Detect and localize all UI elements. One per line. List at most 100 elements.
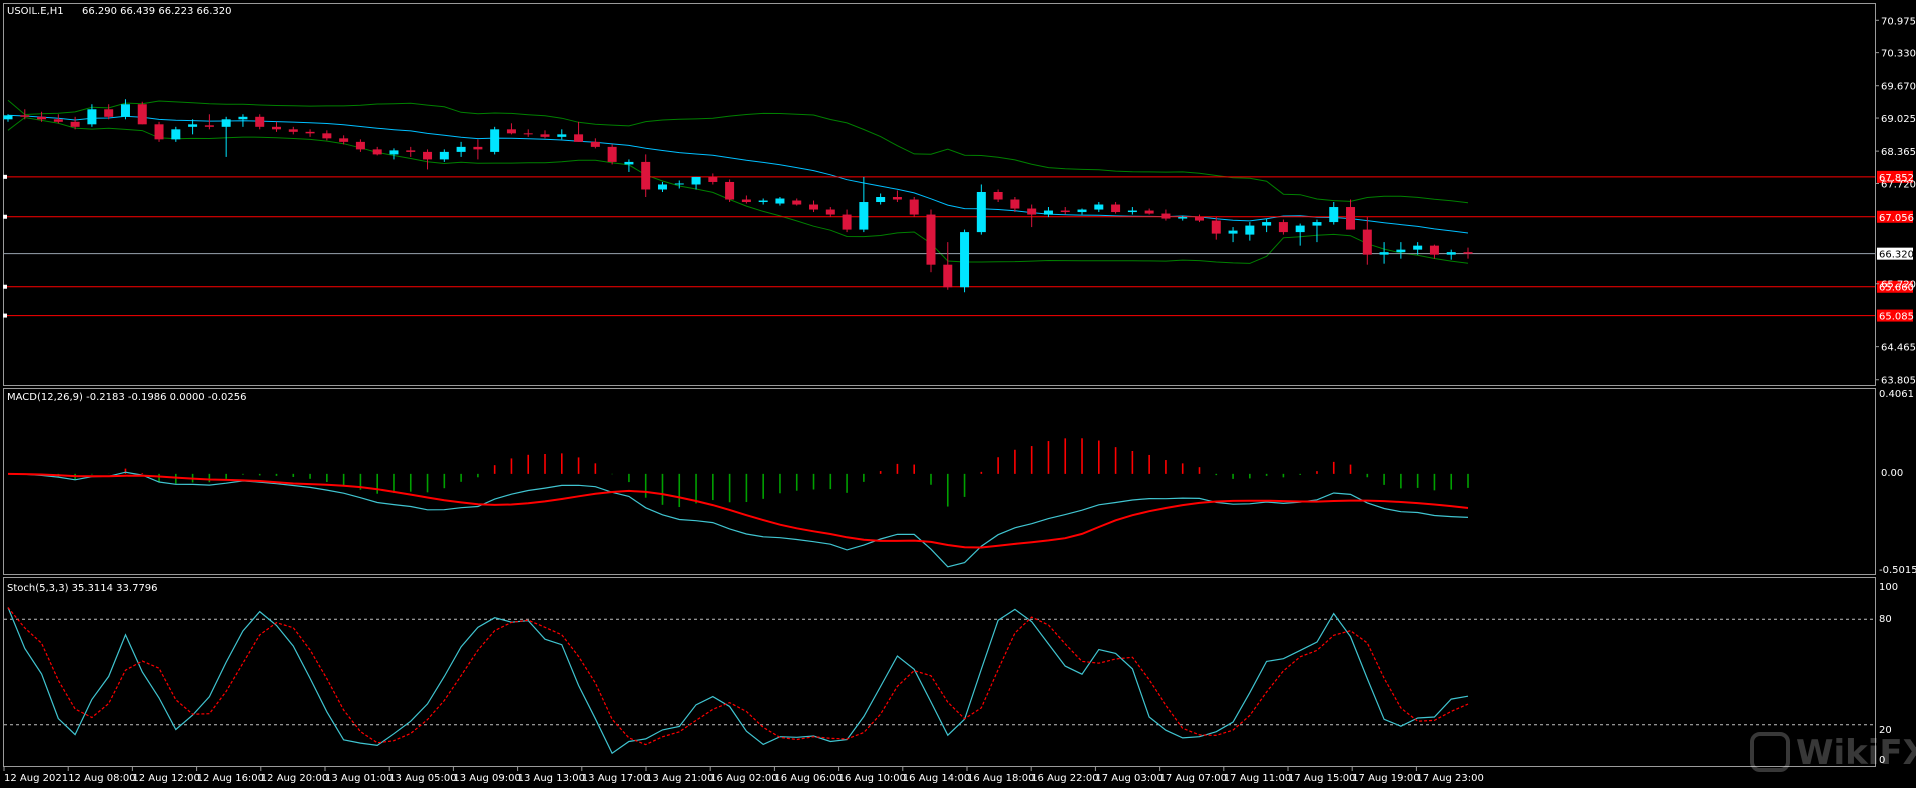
time-tick-label: 12 Aug 12:00: [132, 773, 199, 784]
candle-body: [557, 134, 567, 137]
current-price-text: 66.320: [1879, 250, 1914, 261]
candle-body: [1094, 204, 1104, 210]
price-tick-label: 70.330: [1881, 49, 1916, 60]
time-tick-label: 12 Aug 08:00: [68, 773, 135, 784]
candle-body: [288, 129, 298, 132]
candle-body: [943, 264, 953, 288]
candle-body: [355, 141, 365, 150]
candle-body: [1027, 208, 1037, 215]
price-level-tag: [1877, 280, 1913, 293]
candle-body: [221, 119, 231, 127]
moving-average-line: [7, 114, 1469, 234]
candle-body: [1111, 204, 1121, 213]
price-tick-label: 70.975: [1881, 16, 1916, 27]
candle-body: [490, 129, 500, 152]
candle-body: [104, 109, 114, 117]
price-level-tag: [1877, 210, 1913, 223]
time-tick-label: 12 Aug 20:00: [261, 773, 328, 784]
candle-body: [775, 198, 785, 204]
candle-body: [154, 124, 164, 140]
candle-body: [523, 133, 533, 135]
price-tick-label: 69.025: [1881, 114, 1916, 125]
price-level-handle: [3, 174, 7, 179]
time-tick-label: 16 Aug 06:00: [774, 773, 841, 784]
candle-body: [691, 176, 701, 185]
candle-body: [607, 146, 617, 162]
candle-body: [792, 200, 802, 205]
candle-body: [473, 146, 483, 150]
price-tick-label: 65.720: [1881, 280, 1916, 291]
candle-body: [842, 214, 852, 230]
candle-body: [1278, 222, 1288, 233]
candle-body: [1178, 217, 1188, 219]
candle-body: [590, 141, 600, 147]
candle-body: [1060, 210, 1070, 213]
horizontal-lines[interactable]: 67.852 67.056 65.660 65.085: [3, 170, 1914, 323]
candle-body: [120, 104, 130, 117]
candle-body: [389, 150, 399, 155]
candle-body: [825, 209, 835, 215]
price-tick-label: 68.365: [1881, 147, 1916, 158]
candle-body: [238, 116, 248, 120]
upper-band-line: [7, 99, 1469, 204]
candle-body: [926, 214, 936, 265]
stoch-main-line: [7, 607, 1469, 755]
time-tick-label: 17 Aug 07:00: [1160, 773, 1227, 784]
candle-body: [708, 176, 718, 182]
candle-body: [406, 150, 416, 152]
macd-main-line: [7, 471, 1469, 568]
time-tick-label: 13 Aug 17:00: [582, 773, 649, 784]
macd-axis-top: 0.4061: [1879, 389, 1914, 400]
candle-body: [137, 104, 147, 125]
time-tick-label: 13 Aug 05:00: [389, 773, 456, 784]
candle-body: [674, 183, 684, 185]
price-level-handle: [3, 284, 7, 289]
candle-body: [960, 232, 970, 288]
watermark-text: WikiFX: [1796, 733, 1916, 773]
candle-body: [1144, 210, 1154, 214]
candle-body: [1077, 209, 1087, 213]
ohlc-label: 66.290 66.439 66.223 66.320: [82, 6, 232, 17]
price-level-tag: [1877, 309, 1913, 322]
macd-label: MACD(12,26,9) -0.2183 -0.1986 0.0000 -0.…: [7, 392, 246, 403]
candle-body: [725, 181, 735, 200]
candle-body: [876, 197, 886, 203]
candle-body: [171, 129, 181, 140]
candle-body: [87, 109, 97, 125]
macd-axis-bottom: -0.5015: [1879, 565, 1916, 576]
candle-body: [1228, 230, 1238, 234]
time-tick-label: 17 Aug 19:00: [1352, 773, 1419, 784]
time-tick-label: 13 Aug 09:00: [453, 773, 520, 784]
wikifx-watermark: WikiFX: [1750, 732, 1916, 773]
candle-body: [423, 151, 433, 160]
candle-body: [20, 115, 30, 117]
candle-body: [188, 124, 198, 127]
macd-signal-line: [7, 472, 1469, 549]
candle-body: [758, 200, 768, 203]
stoch-signal-line: [7, 607, 1469, 746]
candle-body: [1262, 222, 1272, 226]
candle-body: [70, 121, 80, 127]
candle-body: [909, 199, 919, 215]
price-level-handle: [3, 214, 7, 219]
candle-body: [624, 161, 634, 165]
time-tick-label: 17 Aug 11:00: [1224, 773, 1291, 784]
candle-body: [1211, 220, 1221, 234]
time-tick-label: 13 Aug 13:00: [518, 773, 585, 784]
candle-body: [1396, 249, 1406, 253]
candle-body: [1346, 207, 1356, 230]
stoch-axis-100: 100: [1879, 582, 1898, 593]
candle-body: [1413, 245, 1423, 250]
candle-body: [540, 134, 550, 137]
candle-body: [1429, 245, 1439, 255]
candle-body: [204, 125, 214, 127]
candle-body: [506, 129, 516, 134]
candle-body: [859, 202, 869, 230]
macd-axis-zero: 0.00: [1881, 468, 1903, 479]
time-tick-label: 17 Aug 15:00: [1288, 773, 1355, 784]
candle-body: [641, 161, 651, 190]
candle-body: [976, 191, 986, 233]
candle-body: [1362, 229, 1372, 255]
